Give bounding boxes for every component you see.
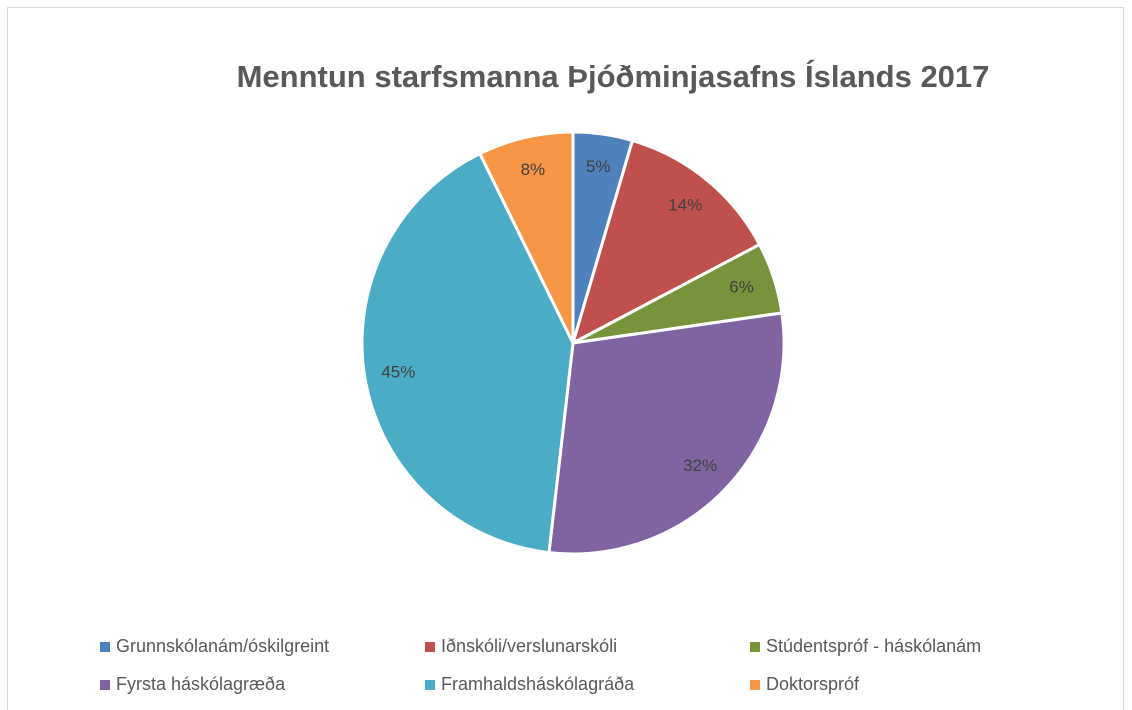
- legend-swatch: [425, 680, 435, 690]
- legend-swatch: [750, 642, 760, 652]
- legend-label: Doktorspróf: [766, 674, 860, 694]
- data-label: 5%: [586, 157, 611, 176]
- legend-label: Framhaldsháskólagráða: [441, 674, 635, 694]
- pie-slice: [547, 311, 786, 556]
- legend-swatch: [750, 680, 760, 690]
- data-label: 32%: [683, 456, 717, 475]
- pie-slice: [570, 138, 762, 346]
- data-label: 45%: [381, 363, 415, 382]
- data-label: 14%: [668, 195, 702, 214]
- legend-swatch: [100, 642, 110, 652]
- pie-slice: [360, 151, 575, 555]
- legend-label: Iðnskóli/verslunarskóli: [441, 636, 617, 656]
- legend-label: Fyrsta háskólagræða: [116, 674, 286, 694]
- legend-swatch: [100, 680, 110, 690]
- pie-slice: [477, 130, 575, 344]
- chart-title: Menntun starfsmanna Þjóðminjasafns Íslan…: [237, 59, 990, 94]
- legend-swatch: [425, 642, 435, 652]
- legend-label: Stúdentspróf - háskólanám: [766, 636, 981, 656]
- legend-label: Grunnskólanám/óskilgreint: [116, 636, 329, 656]
- data-label: 8%: [521, 160, 546, 179]
- data-label: 6%: [729, 278, 754, 297]
